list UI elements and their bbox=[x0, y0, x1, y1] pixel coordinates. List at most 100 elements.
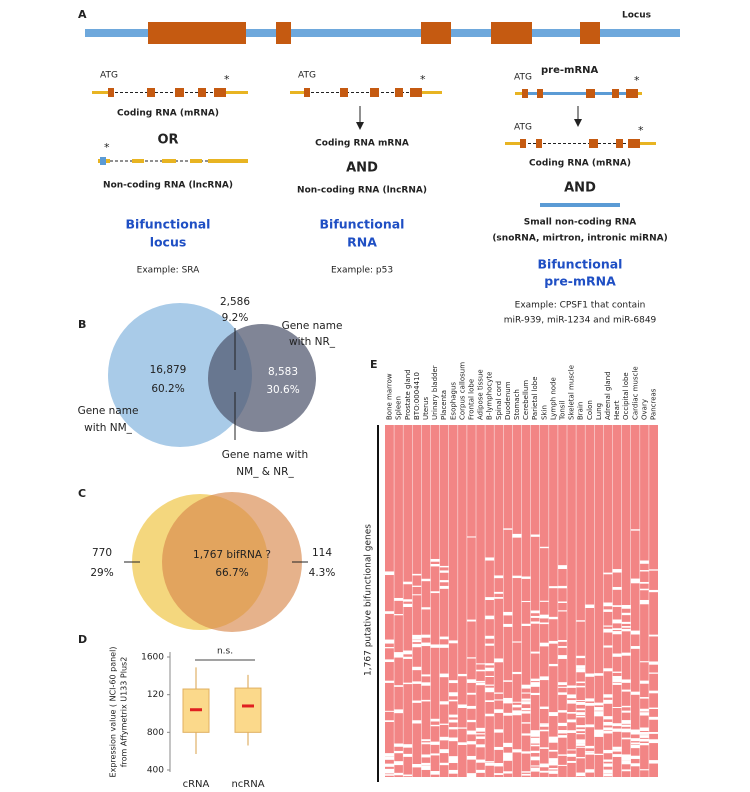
heatmap-gap bbox=[412, 585, 422, 587]
heatmap-gap bbox=[557, 585, 567, 589]
heatmap-gap bbox=[576, 665, 586, 669]
heatmap-gap bbox=[603, 572, 613, 575]
heatmap-gap bbox=[494, 591, 504, 594]
heatmap-gap bbox=[648, 760, 658, 764]
heatmap-gap bbox=[648, 716, 658, 720]
heatmap-gap bbox=[439, 736, 449, 739]
heatmap-gap bbox=[421, 682, 431, 686]
heatmap-gap bbox=[612, 754, 622, 757]
box bbox=[234, 687, 262, 733]
gene-model: * * bbox=[92, 73, 248, 165]
heatmap-gap bbox=[557, 754, 567, 756]
heatmap-gap bbox=[567, 749, 577, 751]
row-label: 1,767 putative bifunctional genes bbox=[364, 524, 374, 676]
y-tick-label: 400 bbox=[147, 766, 164, 776]
heatmap-gap bbox=[603, 763, 613, 767]
heatmap-gap bbox=[612, 728, 622, 732]
heatmap-gap bbox=[530, 750, 540, 754]
heatmap-gap bbox=[421, 607, 431, 610]
heatmap-gap bbox=[630, 744, 640, 749]
heatmap-gap bbox=[521, 751, 531, 754]
heatmap-gap bbox=[539, 729, 549, 732]
heatmap-gap bbox=[630, 529, 640, 531]
heatmap-gap bbox=[557, 640, 567, 642]
heatmap-gap bbox=[648, 634, 658, 637]
venn-percent: 30.6% bbox=[266, 384, 299, 396]
svg-text:*: * bbox=[634, 74, 640, 87]
heatmap-gap bbox=[494, 729, 504, 733]
heatmap-gap bbox=[621, 604, 631, 609]
heatmap-gap bbox=[466, 679, 476, 681]
column-label: Duodenum bbox=[504, 381, 512, 420]
heatmap-gap bbox=[585, 673, 595, 677]
column-label: B-lymphocyte bbox=[486, 372, 494, 420]
heatmap-gap bbox=[539, 642, 549, 647]
column-label: Stomach bbox=[513, 389, 521, 420]
column-label: Spinal cord bbox=[495, 381, 503, 420]
heatmap-gap bbox=[476, 759, 486, 763]
heatmap-gap bbox=[548, 741, 558, 743]
heatmap-gap bbox=[385, 763, 395, 767]
rna-label: Coding RNA (mRNA) bbox=[529, 159, 631, 169]
heatmap-gap bbox=[639, 735, 649, 738]
heatmap-gap bbox=[421, 754, 431, 758]
heatmap-gap bbox=[530, 651, 540, 654]
heatmap-gap bbox=[530, 734, 540, 736]
heatmap-gap bbox=[421, 699, 431, 702]
heatmap-gap bbox=[521, 711, 531, 714]
heatmap-gap bbox=[621, 626, 631, 628]
column-label: BTO:0004410 bbox=[413, 372, 421, 420]
heatmap-gap bbox=[612, 631, 622, 635]
heatmap-gap bbox=[485, 713, 495, 717]
heatmap-gap bbox=[530, 678, 540, 682]
heatmap-gap bbox=[585, 702, 595, 706]
heatmap-gap bbox=[576, 725, 586, 728]
heatmap-gap bbox=[621, 621, 631, 624]
heatmap-gap bbox=[494, 692, 504, 694]
heatmap-gap bbox=[567, 719, 577, 721]
heatmap-gap bbox=[603, 668, 613, 672]
heatmap-gap bbox=[403, 581, 413, 585]
heatmap-gap bbox=[448, 699, 458, 702]
heatmap-gap bbox=[385, 720, 395, 722]
heatmap-gap bbox=[576, 699, 586, 702]
column-label: Cerebellum bbox=[522, 380, 530, 420]
heatmap-gap bbox=[576, 668, 586, 673]
atg-label: ATG bbox=[514, 73, 532, 83]
heatmap-gap bbox=[576, 757, 586, 759]
column-label: Adipose tissue bbox=[477, 369, 485, 420]
venn-count: 2,586 bbox=[220, 296, 250, 308]
venn-count: 770 bbox=[92, 547, 112, 559]
heatmap-gap bbox=[530, 534, 540, 537]
heatmap-gap bbox=[548, 640, 558, 644]
heatmap-gap bbox=[585, 698, 595, 702]
heatmap-gap bbox=[594, 673, 604, 676]
heatmap-gap bbox=[530, 610, 540, 614]
heatmap-gap bbox=[621, 612, 631, 616]
heatmap-gap bbox=[466, 741, 476, 745]
heatmap-gap bbox=[394, 597, 404, 601]
heatmap-gap bbox=[412, 634, 422, 638]
column-label: Lymph node bbox=[549, 377, 557, 420]
heatmap-gap bbox=[539, 622, 549, 625]
panel-label: E bbox=[370, 358, 378, 371]
heatmap-gap bbox=[403, 682, 413, 685]
heatmap-gap bbox=[630, 630, 640, 635]
heatmap-gap bbox=[603, 750, 613, 753]
heatmap-gap bbox=[512, 641, 522, 643]
heatmap-gap bbox=[612, 605, 622, 607]
heatmap-gap bbox=[530, 682, 540, 687]
heatmap-gap bbox=[539, 723, 549, 725]
heatmap-gap bbox=[612, 586, 622, 590]
heatmap-gap bbox=[603, 645, 613, 648]
heatmap-gap bbox=[639, 570, 649, 572]
heatmap-gap bbox=[394, 685, 404, 687]
heatmap-gap bbox=[476, 733, 486, 735]
category-title: pre-mRNA bbox=[544, 274, 616, 289]
heatmap-gap bbox=[530, 731, 540, 735]
heatmap-gap bbox=[476, 744, 486, 748]
heatmap-gap bbox=[585, 745, 595, 749]
venn-count: 8,583 bbox=[268, 366, 298, 378]
venn bbox=[108, 303, 316, 447]
heatmap-gap bbox=[503, 771, 513, 774]
